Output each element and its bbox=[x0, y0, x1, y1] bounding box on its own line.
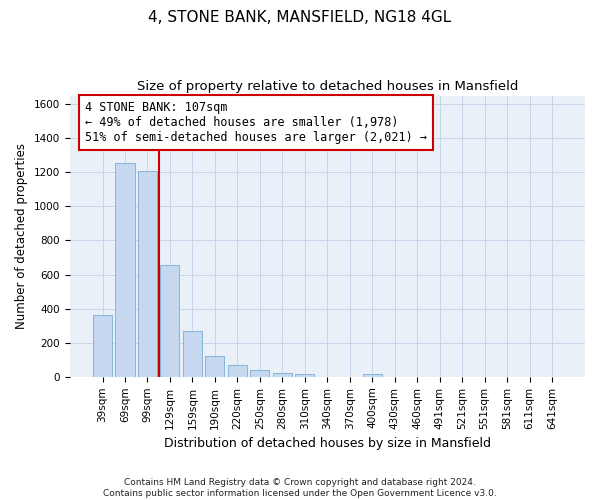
Bar bbox=[183, 331, 202, 377]
Y-axis label: Number of detached properties: Number of detached properties bbox=[15, 143, 28, 329]
Bar bbox=[250, 370, 269, 377]
Bar bbox=[93, 316, 112, 377]
Bar bbox=[160, 265, 179, 377]
Text: 4, STONE BANK, MANSFIELD, NG18 4GL: 4, STONE BANK, MANSFIELD, NG18 4GL bbox=[148, 10, 452, 25]
X-axis label: Distribution of detached houses by size in Mansfield: Distribution of detached houses by size … bbox=[164, 437, 491, 450]
Bar bbox=[362, 374, 382, 377]
Text: 4 STONE BANK: 107sqm
← 49% of detached houses are smaller (1,978)
51% of semi-de: 4 STONE BANK: 107sqm ← 49% of detached h… bbox=[85, 101, 427, 144]
Bar bbox=[228, 365, 247, 377]
Bar bbox=[115, 163, 134, 377]
Bar bbox=[205, 356, 224, 377]
Bar bbox=[295, 374, 314, 377]
Bar bbox=[273, 372, 292, 377]
Bar bbox=[138, 170, 157, 377]
Text: Contains HM Land Registry data © Crown copyright and database right 2024.
Contai: Contains HM Land Registry data © Crown c… bbox=[103, 478, 497, 498]
Title: Size of property relative to detached houses in Mansfield: Size of property relative to detached ho… bbox=[137, 80, 518, 93]
